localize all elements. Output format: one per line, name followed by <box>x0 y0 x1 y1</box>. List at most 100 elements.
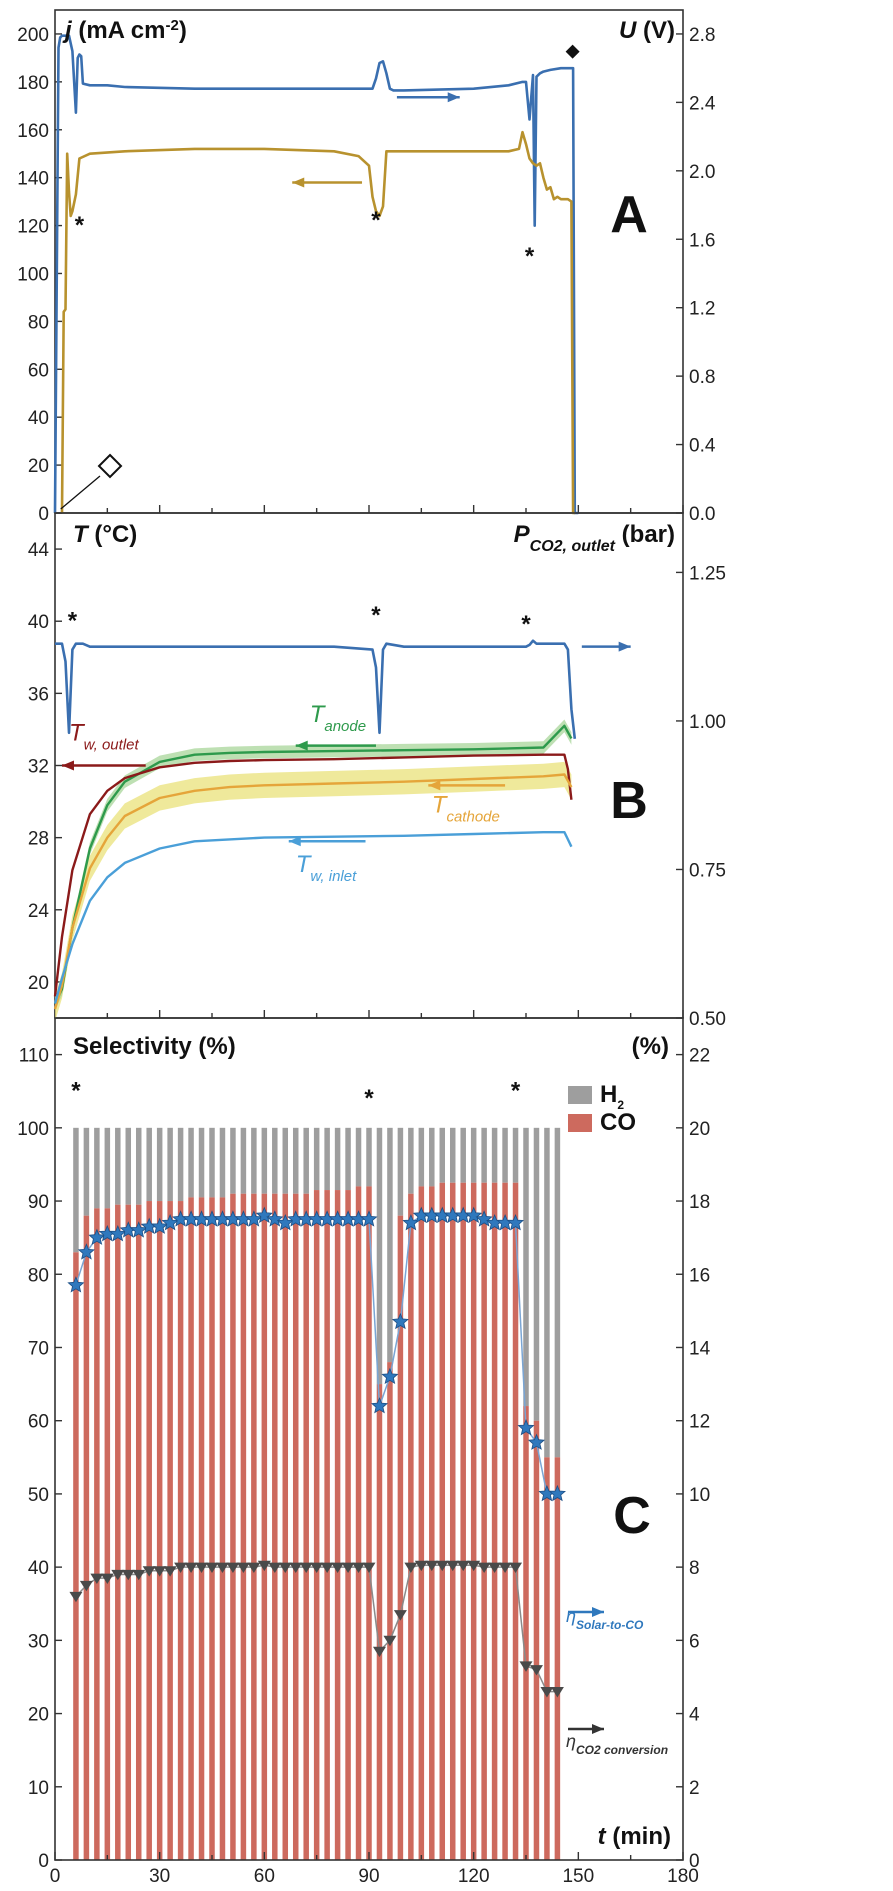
data-point-triangle <box>79 1580 93 1592</box>
bar-h2 <box>73 1127 79 1253</box>
data-point-triangle <box>341 1562 355 1573</box>
x-tick-label: 60 <box>254 1866 275 1887</box>
eta-co2-label: ηCO2 conversion <box>566 1731 668 1757</box>
bar-h2 <box>104 1127 111 1209</box>
legend-swatch <box>568 1114 592 1132</box>
arrow-voltage-head <box>447 92 460 103</box>
bar-co <box>418 1186 425 1860</box>
bar-h2 <box>544 1127 550 1458</box>
bar-co <box>188 1197 194 1860</box>
data-point-triangle <box>404 1562 418 1573</box>
series-label: Tw, outlet <box>69 719 140 753</box>
series-arrow-head <box>288 836 301 847</box>
left-tick-label: 0 <box>38 504 49 525</box>
data-point-star <box>266 1210 284 1227</box>
bar-h2 <box>523 1127 529 1407</box>
panel-letter-a: A <box>610 186 648 244</box>
left-tick-label: 200 <box>17 25 49 46</box>
series-arrow-head <box>61 760 74 771</box>
bar-co <box>219 1197 226 1860</box>
data-point-triangle <box>142 1566 156 1577</box>
series-line-t-cathode <box>53 773 573 1010</box>
data-point-triangle <box>289 1562 303 1573</box>
data-point-triangle <box>320 1562 334 1573</box>
x-tick-label: 0 <box>50 1866 61 1887</box>
data-point-star <box>67 1276 85 1293</box>
series-label: Tcathode <box>432 791 500 825</box>
bar-h2 <box>397 1127 404 1216</box>
bar-h2 <box>272 1127 278 1194</box>
data-point-triangle <box>414 1560 428 1572</box>
bar-co <box>387 1362 393 1860</box>
bar-co <box>125 1204 132 1860</box>
right-axis-title: (%) <box>632 1033 669 1060</box>
left-tick-label: 20 <box>28 973 49 994</box>
data-point-triangle <box>425 1560 439 1572</box>
bar-co <box>135 1204 142 1860</box>
data-point-triangle <box>383 1635 397 1647</box>
bar-co <box>334 1190 341 1860</box>
bar-co <box>324 1190 330 1860</box>
legend-label: H2 <box>600 1081 624 1112</box>
data-point-triangle <box>352 1562 366 1573</box>
left-tick-label: 90 <box>28 1192 49 1213</box>
bar-co <box>523 1406 529 1860</box>
data-point-triangle <box>310 1562 324 1573</box>
bar-h2 <box>303 1127 309 1194</box>
data-point-triangle <box>331 1562 345 1573</box>
bar-h2 <box>261 1127 268 1194</box>
bar-h2 <box>135 1127 142 1205</box>
bar-co <box>292 1193 299 1860</box>
marker-pointer-line <box>60 475 101 510</box>
series-line-t-anode <box>53 724 573 1005</box>
data-point-triangle <box>467 1560 481 1572</box>
bar-co <box>429 1186 435 1860</box>
bar-co <box>177 1201 184 1860</box>
right-tick-label: 8 <box>689 1558 700 1579</box>
data-point-triangle <box>184 1562 198 1573</box>
right-tick-label: 1.2 <box>689 299 715 320</box>
bar-h2 <box>439 1127 446 1183</box>
right-tick-label: 18 <box>689 1192 710 1213</box>
data-point-triangle <box>111 1569 125 1581</box>
marker-open-diamond <box>97 453 123 479</box>
left-tick-label: 36 <box>28 684 49 705</box>
bar-h2 <box>219 1127 226 1198</box>
bar-co <box>261 1193 268 1860</box>
data-point-triangle <box>498 1562 512 1573</box>
data-point-triangle <box>257 1560 271 1572</box>
bar-h2 <box>324 1127 330 1191</box>
bar-h2 <box>491 1127 498 1183</box>
data-point-triangle <box>236 1562 250 1573</box>
data-point-star <box>245 1210 263 1227</box>
left-axis-title: Selectivity (%) <box>73 1033 236 1060</box>
right-tick-label: 2.0 <box>689 162 715 183</box>
right-tick-label: 22 <box>689 1046 710 1067</box>
data-point-triangle <box>132 1569 146 1581</box>
data-point-star <box>276 1213 294 1231</box>
bar-h2 <box>533 1127 540 1421</box>
bar-h2 <box>502 1127 508 1183</box>
data-point-triangle <box>550 1687 564 1698</box>
data-point-triangle <box>278 1562 292 1573</box>
bar-co <box>554 1457 561 1860</box>
bar-co <box>439 1182 446 1860</box>
data-point-triangle <box>488 1562 502 1573</box>
asterisk-marker: * <box>521 611 531 638</box>
bar-co <box>167 1201 173 1860</box>
bar-co <box>115 1204 121 1860</box>
left-tick-label: 40 <box>28 1558 49 1579</box>
left-tick-label: 24 <box>28 901 50 922</box>
bar-co <box>355 1186 362 1860</box>
right-tick-label: 6 <box>689 1631 700 1652</box>
right-axis-title: PCO2, outlet (bar) <box>514 521 675 555</box>
left-tick-label: 80 <box>28 312 49 333</box>
bar-h2 <box>292 1127 299 1194</box>
data-point-triangle <box>215 1562 229 1573</box>
data-point-star <box>517 1418 535 1436</box>
bar-co <box>408 1193 414 1860</box>
bar-h2 <box>429 1127 435 1187</box>
left-tick-label: 120 <box>17 217 49 238</box>
data-point-triangle <box>100 1573 114 1584</box>
